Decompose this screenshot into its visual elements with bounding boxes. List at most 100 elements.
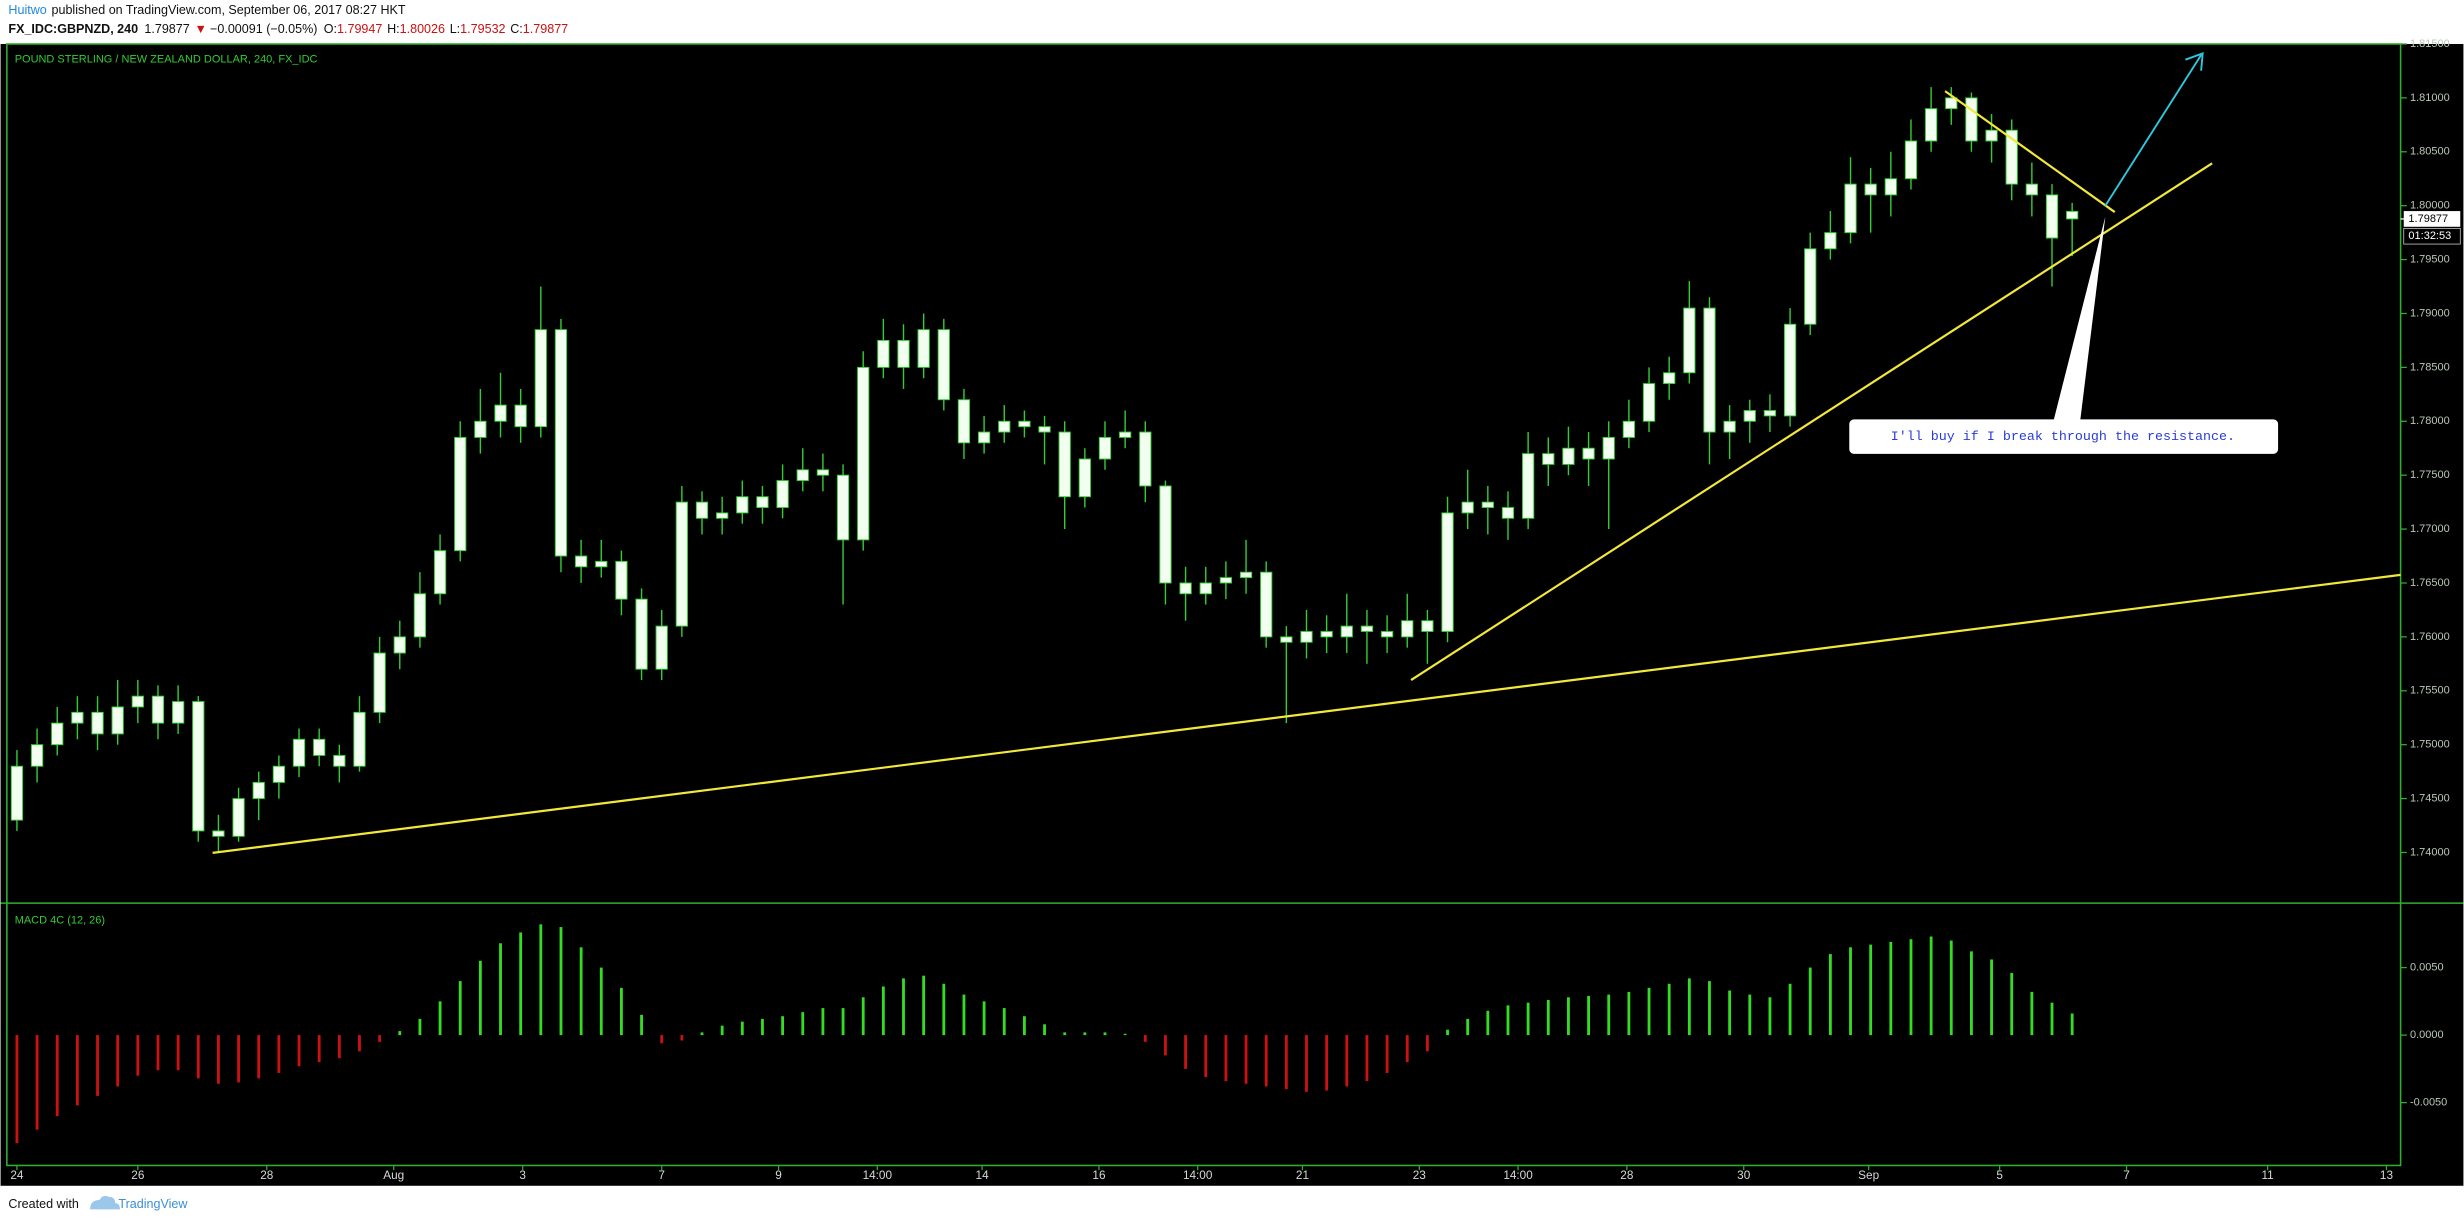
macd-bar	[1970, 951, 1973, 1036]
macd-bar	[398, 1031, 402, 1036]
macd-bar	[1425, 1035, 1429, 1052]
macd-bar	[1123, 1033, 1127, 1036]
macd-bar	[1022, 1016, 1026, 1036]
x-tick-label: Aug	[383, 1169, 404, 1182]
y-tick-label: 1.75500	[2410, 685, 2450, 697]
candle-body	[212, 830, 225, 837]
macd-bar	[1990, 959, 1993, 1036]
candle-body	[1098, 436, 1112, 460]
macd-bar	[519, 932, 523, 1036]
macd-bar	[317, 1035, 321, 1063]
macd-bar	[1284, 1035, 1288, 1090]
candle-body	[1320, 631, 1333, 638]
macd-bar	[1204, 1035, 1208, 1077]
candle-body	[1985, 129, 1998, 142]
macd-bar	[217, 1035, 220, 1084]
candle-body	[454, 436, 467, 552]
candle-body	[1239, 571, 1253, 579]
macd-bar	[1667, 983, 1671, 1036]
y-tick-label: 1.74500	[2410, 792, 2450, 804]
y-tick-label: -0.0050	[2410, 1097, 2447, 1109]
candle-body	[917, 329, 930, 368]
y-tick-label: 1.76000	[2410, 631, 2450, 643]
macd-bar	[1828, 954, 1832, 1036]
macd-bar	[761, 1018, 764, 1036]
x-tick-label: 28	[260, 1169, 274, 1182]
candle-body	[1280, 636, 1293, 643]
macd-bar	[1164, 1035, 1167, 1056]
candle-body	[716, 512, 729, 519]
price-pane-title: POUND STERLING / NEW ZEALAND DOLLAR, 240…	[15, 54, 318, 66]
macd-bar	[458, 981, 462, 1036]
macd-bar	[1627, 991, 1631, 1036]
candle-body	[1763, 410, 1777, 417]
y-tick-label: 1.81500	[2410, 38, 2450, 50]
candle-body	[675, 501, 688, 627]
candle-body	[71, 711, 84, 724]
candle-body	[1844, 183, 1857, 234]
candle-body	[30, 744, 44, 767]
candle-body	[2045, 194, 2059, 239]
macd-bar	[2010, 972, 2014, 1036]
macd-bar	[1103, 1032, 1107, 1036]
candle-body	[857, 366, 870, 541]
macd-bar	[1869, 944, 1873, 1036]
macd-bar	[55, 1035, 59, 1117]
macd-bar	[1929, 936, 1933, 1036]
candle-body	[554, 329, 568, 557]
candle-body	[10, 765, 24, 821]
brand-link[interactable]: TradingView	[118, 1197, 188, 1211]
publish-line: Huitwo published on TradingView.com, Sept…	[8, 3, 405, 17]
candle-body	[897, 339, 910, 368]
symbol: FX_IDC:GBPNZD, 240	[8, 22, 138, 36]
y-tick-label: 0.0050	[2410, 961, 2444, 973]
candle-body	[1119, 431, 1132, 438]
y-tick-label: 0.0000	[2410, 1029, 2444, 1041]
x-tick-label: 14:00	[863, 1169, 893, 1182]
macd-bar	[478, 960, 482, 1036]
macd-bar	[1244, 1035, 1248, 1084]
low-label: L:	[450, 22, 460, 36]
candle-body	[1260, 571, 1273, 638]
macd-bar	[136, 1035, 140, 1076]
y-tick-label: 1.80000	[2410, 200, 2450, 212]
candle-body	[91, 711, 104, 735]
macd-bar	[1949, 940, 1953, 1036]
candle-body	[172, 701, 185, 724]
candle-body	[1380, 631, 1394, 638]
candle-body	[1481, 501, 1494, 508]
candle-body	[1018, 420, 1031, 428]
x-tick-label: 30	[1737, 1169, 1751, 1182]
candle-body	[1078, 458, 1091, 498]
candle-body	[292, 738, 306, 767]
macd-bar	[942, 983, 946, 1036]
candle-body	[776, 480, 789, 508]
macd-bar	[257, 1035, 261, 1079]
candle-body	[1743, 410, 1756, 422]
author-link[interactable]: Huitwo	[8, 3, 46, 17]
candle-body	[474, 420, 487, 438]
macd-bar	[1446, 1029, 1449, 1036]
candle-body	[514, 404, 527, 428]
pane-border	[6, 43, 2402, 1167]
candle-body	[1824, 232, 1837, 250]
callout-box	[1849, 419, 2279, 454]
macd-bar	[1909, 939, 1913, 1036]
close-label: C:	[510, 22, 523, 36]
macd-bar	[1768, 997, 1772, 1036]
candle-body	[1199, 582, 1212, 595]
candle-body	[151, 695, 165, 724]
macd-bar	[1002, 1008, 1006, 1036]
candle-body	[111, 706, 124, 735]
candle-body	[998, 420, 1011, 433]
candle-body	[2005, 129, 2018, 185]
candle-body	[957, 399, 971, 444]
y-tick-label: 1.79500	[2410, 253, 2450, 265]
candle-body	[1622, 420, 1636, 438]
candle-body	[1179, 582, 1192, 595]
candle-body	[272, 765, 285, 783]
macd-bar	[1184, 1035, 1188, 1069]
macd-bar	[861, 997, 865, 1036]
